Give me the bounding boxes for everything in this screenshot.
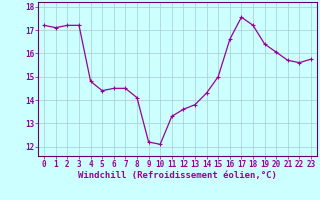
X-axis label: Windchill (Refroidissement éolien,°C): Windchill (Refroidissement éolien,°C): [78, 171, 277, 180]
